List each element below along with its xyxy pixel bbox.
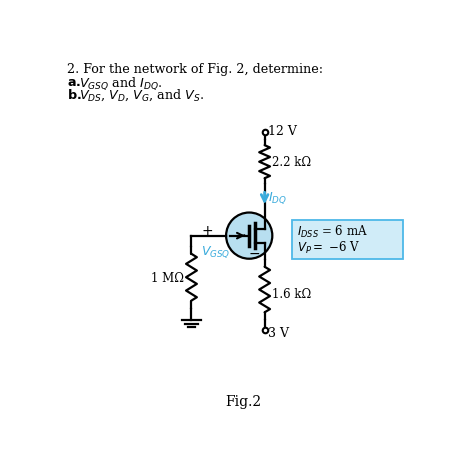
Text: 2. For the network of Fig. 2, determine:: 2. For the network of Fig. 2, determine: xyxy=(66,63,323,76)
Circle shape xyxy=(226,213,272,259)
Text: 3 V: 3 V xyxy=(268,326,289,339)
Text: $V_{GSQ}$: $V_{GSQ}$ xyxy=(201,244,230,259)
Text: Fig.2: Fig.2 xyxy=(226,394,262,408)
Text: $\mathbf{b.}$: $\mathbf{b.}$ xyxy=(66,88,81,102)
Text: 1 MΩ: 1 MΩ xyxy=(152,271,184,284)
Text: 1.6 kΩ: 1.6 kΩ xyxy=(272,287,311,300)
FancyBboxPatch shape xyxy=(292,221,403,259)
Text: $V_{GSQ}$ and $I_{DQ}$.: $V_{GSQ}$ and $I_{DQ}$. xyxy=(79,75,162,92)
Text: $\mathbf{a.}$: $\mathbf{a.}$ xyxy=(66,75,81,88)
Text: $I_{DQ}$: $I_{DQ}$ xyxy=(268,189,286,205)
Text: $I_{DSS}$ = 6 mA: $I_{DSS}$ = 6 mA xyxy=(297,224,368,239)
Text: $V_P =$ −6 V: $V_P =$ −6 V xyxy=(297,240,360,256)
Text: −: − xyxy=(249,247,260,261)
Text: 12 V: 12 V xyxy=(268,125,297,138)
Text: +: + xyxy=(201,224,213,238)
Text: 2.2 kΩ: 2.2 kΩ xyxy=(272,156,311,169)
Text: $V_{DS}$, $V_D$, $V_G$, and $V_S$.: $V_{DS}$, $V_D$, $V_G$, and $V_S$. xyxy=(79,88,205,103)
